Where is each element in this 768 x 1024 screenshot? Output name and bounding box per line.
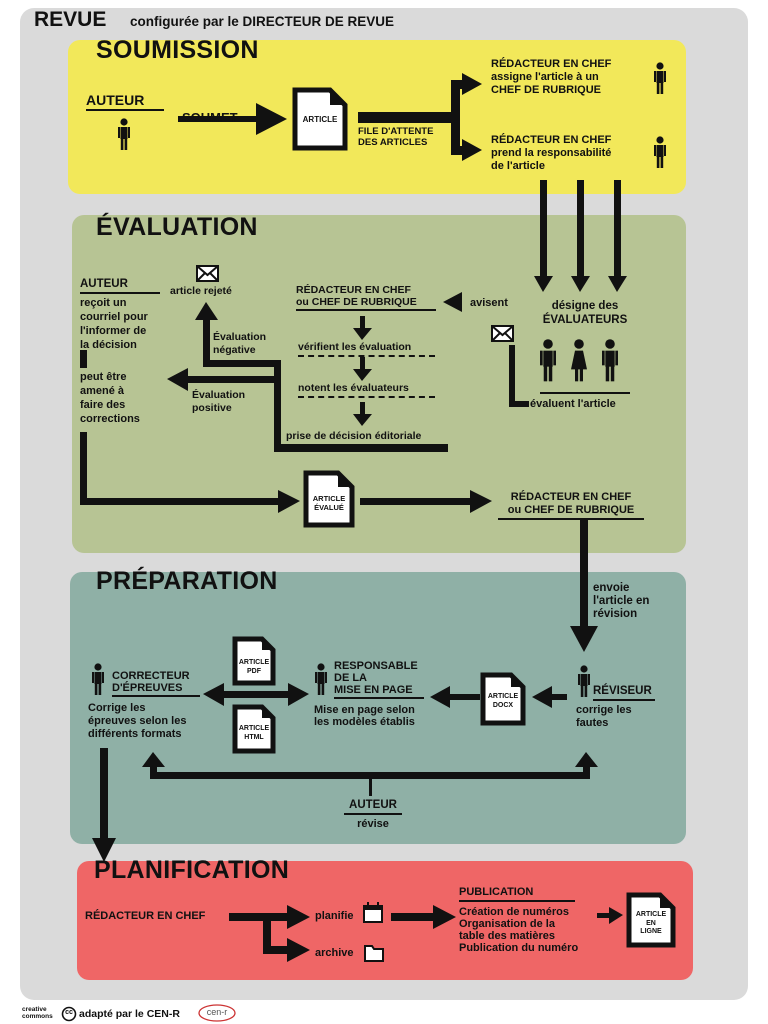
creative-commons-label: creative commons — [22, 1006, 53, 1020]
publication-label: PUBLICATION — [459, 886, 575, 902]
planification-editor-label: RÉDACTEUR EN CHEF — [85, 910, 206, 922]
reviser-person-icon — [578, 665, 590, 697]
envelope-icon — [196, 265, 219, 282]
archive-label: archive — [315, 947, 354, 959]
proofreader-text: Corrige les épreuves selon les différents … — [88, 702, 187, 740]
editorial-decision-label: prise de décision éditoriale — [286, 430, 422, 442]
cc-logo-icon — [61, 1006, 77, 1022]
next-editors-label: RÉDACTEUR EN CHEF ou CHEF DE RUBRIQUE — [498, 491, 644, 520]
notify-label: avisent — [470, 297, 508, 309]
reviser-label: RÉVISEUR — [593, 685, 655, 701]
reviser-text: corrige les fautes — [576, 704, 632, 729]
layout-text: Mise en page selon les modèles établis — [314, 704, 415, 728]
html-article-icon: ARTICLE HTML — [232, 704, 276, 754]
assign-text: RÉDACTEUR EN CHEF assigne l'article à un C… — [491, 58, 612, 96]
article-document-icon: ARTICLE — [292, 87, 348, 151]
rate-evaluators-label: notent les évaluateurs — [298, 382, 435, 398]
soumission-title: SOUMISSION — [96, 36, 259, 64]
proofreader-label: CORRECTEUR D'ÉPREUVES — [112, 670, 200, 697]
submits-label: SOUMET — [182, 110, 238, 125]
verify-evaluations-label: vérifient les évaluation — [298, 341, 435, 357]
docx-article-icon: ARTICLE DOCX — [480, 672, 526, 726]
envelope-icon-2 — [491, 325, 514, 342]
rejected-article-label: article rejeté — [170, 285, 232, 297]
editors-label: RÉDACTEUR EN CHEF ou CHEF DE RUBRIQUE — [296, 284, 436, 311]
preparation-title: PRÉPARATION — [96, 567, 278, 595]
planification-title: PLANIFICATION — [94, 856, 290, 884]
editor-person-icon — [654, 62, 666, 94]
revises-label: révise — [357, 818, 389, 830]
layout-person-icon — [315, 663, 327, 695]
cc-logo-text: cc — [65, 1009, 73, 1016]
layout-label: RESPONSABLE DE LA MISE EN PAGE — [334, 660, 424, 699]
queue-label: FILE D'ATTENTE DES ARTICLES — [358, 126, 434, 148]
online-article-icon: ARTICLE EN LIGNE — [626, 892, 676, 948]
journal-subtitle: configurée par le DIRECTEUR DE REVUE — [130, 14, 395, 29]
editor-person-icon-2 — [654, 136, 666, 168]
evaluation-author-label: AUTEUR — [80, 278, 160, 294]
pdf-article-icon: ARTICLE PDF — [232, 636, 276, 686]
adapted-by-label: adapté par le CEN-R — [79, 1008, 180, 1020]
positive-evaluation-label: Évaluation positive — [192, 389, 246, 414]
evaluated-article-icon: ARTICLE ÉVALUÉ — [303, 470, 355, 528]
negative-evaluation-label: Évaluation négative — [213, 331, 267, 356]
evaluator-person-icon — [540, 339, 556, 382]
folder-icon — [364, 945, 384, 962]
calendar-icon — [363, 902, 383, 923]
designate-evaluators-label: désigne des ÉVALUATEURS — [542, 300, 628, 326]
evaluator-person-icon-3 — [602, 339, 618, 382]
evaluate-article-label: évaluent l'article — [530, 398, 616, 410]
evaluator-person-icon-2 — [571, 339, 587, 382]
evaluation-title: ÉVALUATION — [96, 213, 258, 241]
plans-label: planifie — [315, 910, 354, 922]
author-person-icon — [118, 118, 130, 150]
publication-items: Création de numéros Organisation de la tab… — [459, 906, 579, 954]
planification-panel — [77, 861, 693, 980]
cen-r-logo-icon — [198, 1004, 236, 1022]
proof-person-icon — [92, 663, 104, 695]
soumission-author-label: AUTEUR — [86, 92, 164, 111]
preparation-author-label: AUTEUR — [344, 799, 402, 815]
send-revision-label: envoie l'article en révision — [593, 582, 650, 620]
journal-title: REVUE — [34, 8, 107, 31]
cen-r-logo-text: cen-r — [206, 1007, 228, 1017]
author-corrections-text: peut être amené à faire des corrections — [80, 371, 140, 425]
takes-responsibility-text: RÉDACTEUR EN CHEF prend la responsabilité… — [491, 134, 612, 172]
author-email-text: reçoit un courriel pour l'informer de la dé… — [80, 297, 148, 351]
